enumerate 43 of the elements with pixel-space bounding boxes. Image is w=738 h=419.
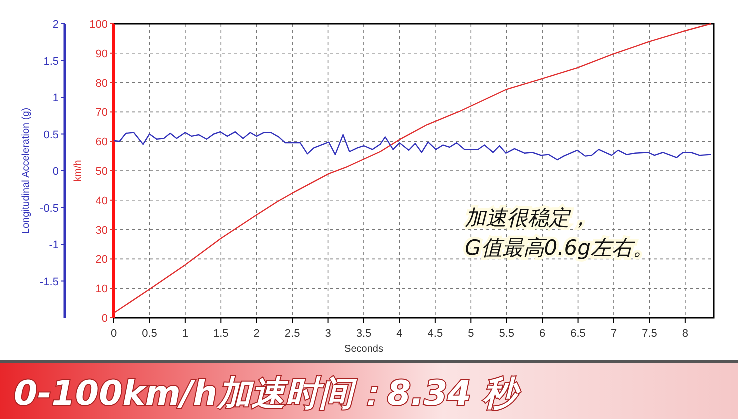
x-tick-label: 7.5: [642, 328, 658, 340]
y2-tick-label: -1.5: [40, 276, 59, 288]
x-tick-label: 0: [110, 328, 118, 340]
x-tick-label: 5.5: [499, 328, 515, 340]
y-tick-label: 70: [96, 107, 108, 120]
y-tick-label: 20: [96, 254, 108, 266]
y2-tick-label: 2: [52, 19, 59, 31]
x-axis-title: Seconds: [344, 344, 384, 355]
y2-tick-label: 1.5: [44, 56, 59, 68]
x-tick-label: 8: [682, 328, 688, 340]
y-tick-label: 60: [96, 136, 108, 149]
x-tick-label: 5: [468, 328, 474, 340]
y2-tick-label: 0: [52, 166, 59, 178]
x-tick-label: 2: [254, 328, 260, 340]
y-tick-label: 40: [96, 195, 108, 208]
y-tick-label: 50: [96, 166, 108, 178]
x-tick-label: 3: [325, 328, 332, 340]
y-tick-label: 80: [96, 78, 108, 90]
x-tick-label: 1.5: [213, 328, 229, 340]
y-tick-label: 0: [102, 313, 108, 325]
x-tick-label: 7: [610, 328, 618, 340]
x-tick-label: 6.5: [570, 328, 586, 340]
y-tick-label: 90: [96, 48, 108, 60]
y2-tick-label: -1: [49, 240, 59, 252]
annotation: 加速很稳定， G值最高0.6g左右。: [465, 206, 654, 260]
y2-axis-title: Longitudinal Acceleration (g): [21, 108, 32, 234]
x-tick-label: 4.5: [428, 328, 444, 340]
x-tick-label: 1: [182, 328, 188, 340]
x-tick-label: 4: [396, 328, 403, 340]
x-tick-label: 3.5: [356, 328, 372, 340]
text: 0-100km/h加速时间：8.34 秒: [14, 374, 522, 414]
x-tick-label: 6: [540, 328, 546, 340]
y2-tick-label: 1: [52, 92, 59, 104]
y-axis-title: km/h: [73, 160, 84, 182]
line-series: [113, 23, 712, 314]
x-tick-label: 0.5: [142, 328, 158, 340]
y-tick-label: 10: [96, 284, 108, 296]
y-tick-label: 30: [96, 224, 108, 237]
x-tick-label: 2.5: [284, 328, 300, 340]
y-tick-label: 100: [90, 19, 108, 31]
y2-tick-label: -0.5: [40, 202, 59, 215]
line-series: [113, 131, 712, 161]
y2-tick-label: 0.5: [44, 129, 59, 142]
